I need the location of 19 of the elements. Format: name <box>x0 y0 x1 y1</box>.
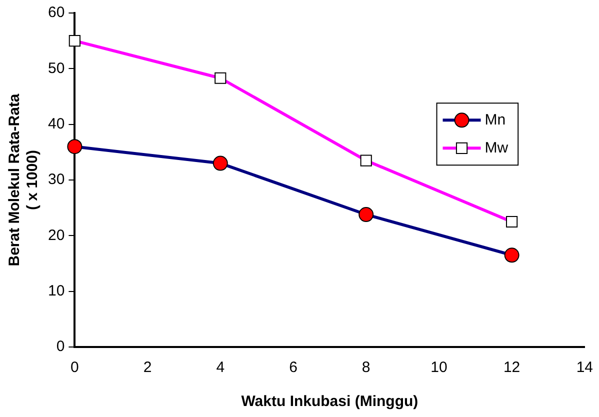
legend-label: Mw <box>484 139 508 156</box>
y-tick-label: 40 <box>48 115 65 132</box>
x-tick-label: 6 <box>289 359 298 376</box>
legend-label: Mn <box>484 111 506 128</box>
y-tick-label: 20 <box>48 226 65 244</box>
x-axis-title: Waktu Inkubasi (Minggu) <box>241 393 418 410</box>
x-tick-label: 10 <box>430 359 448 376</box>
x-tick-label: 14 <box>576 359 593 376</box>
x-tick-label: 12 <box>503 359 520 376</box>
y-tick-label: 60 <box>48 4 65 22</box>
y-tick-label: 30 <box>48 171 65 188</box>
y-tick-label: 10 <box>48 282 65 300</box>
x-tick-label: 0 <box>70 359 79 376</box>
y-tick-label: 50 <box>48 60 65 77</box>
y-tick-label: 0 <box>56 338 65 356</box>
x-tick-label: 8 <box>362 359 370 376</box>
y-axis-title: Berat Molekul Rata-Rata ( x 1000) <box>6 93 42 266</box>
x-tick-label: 2 <box>143 359 152 376</box>
x-tick-label: 4 <box>216 359 225 376</box>
